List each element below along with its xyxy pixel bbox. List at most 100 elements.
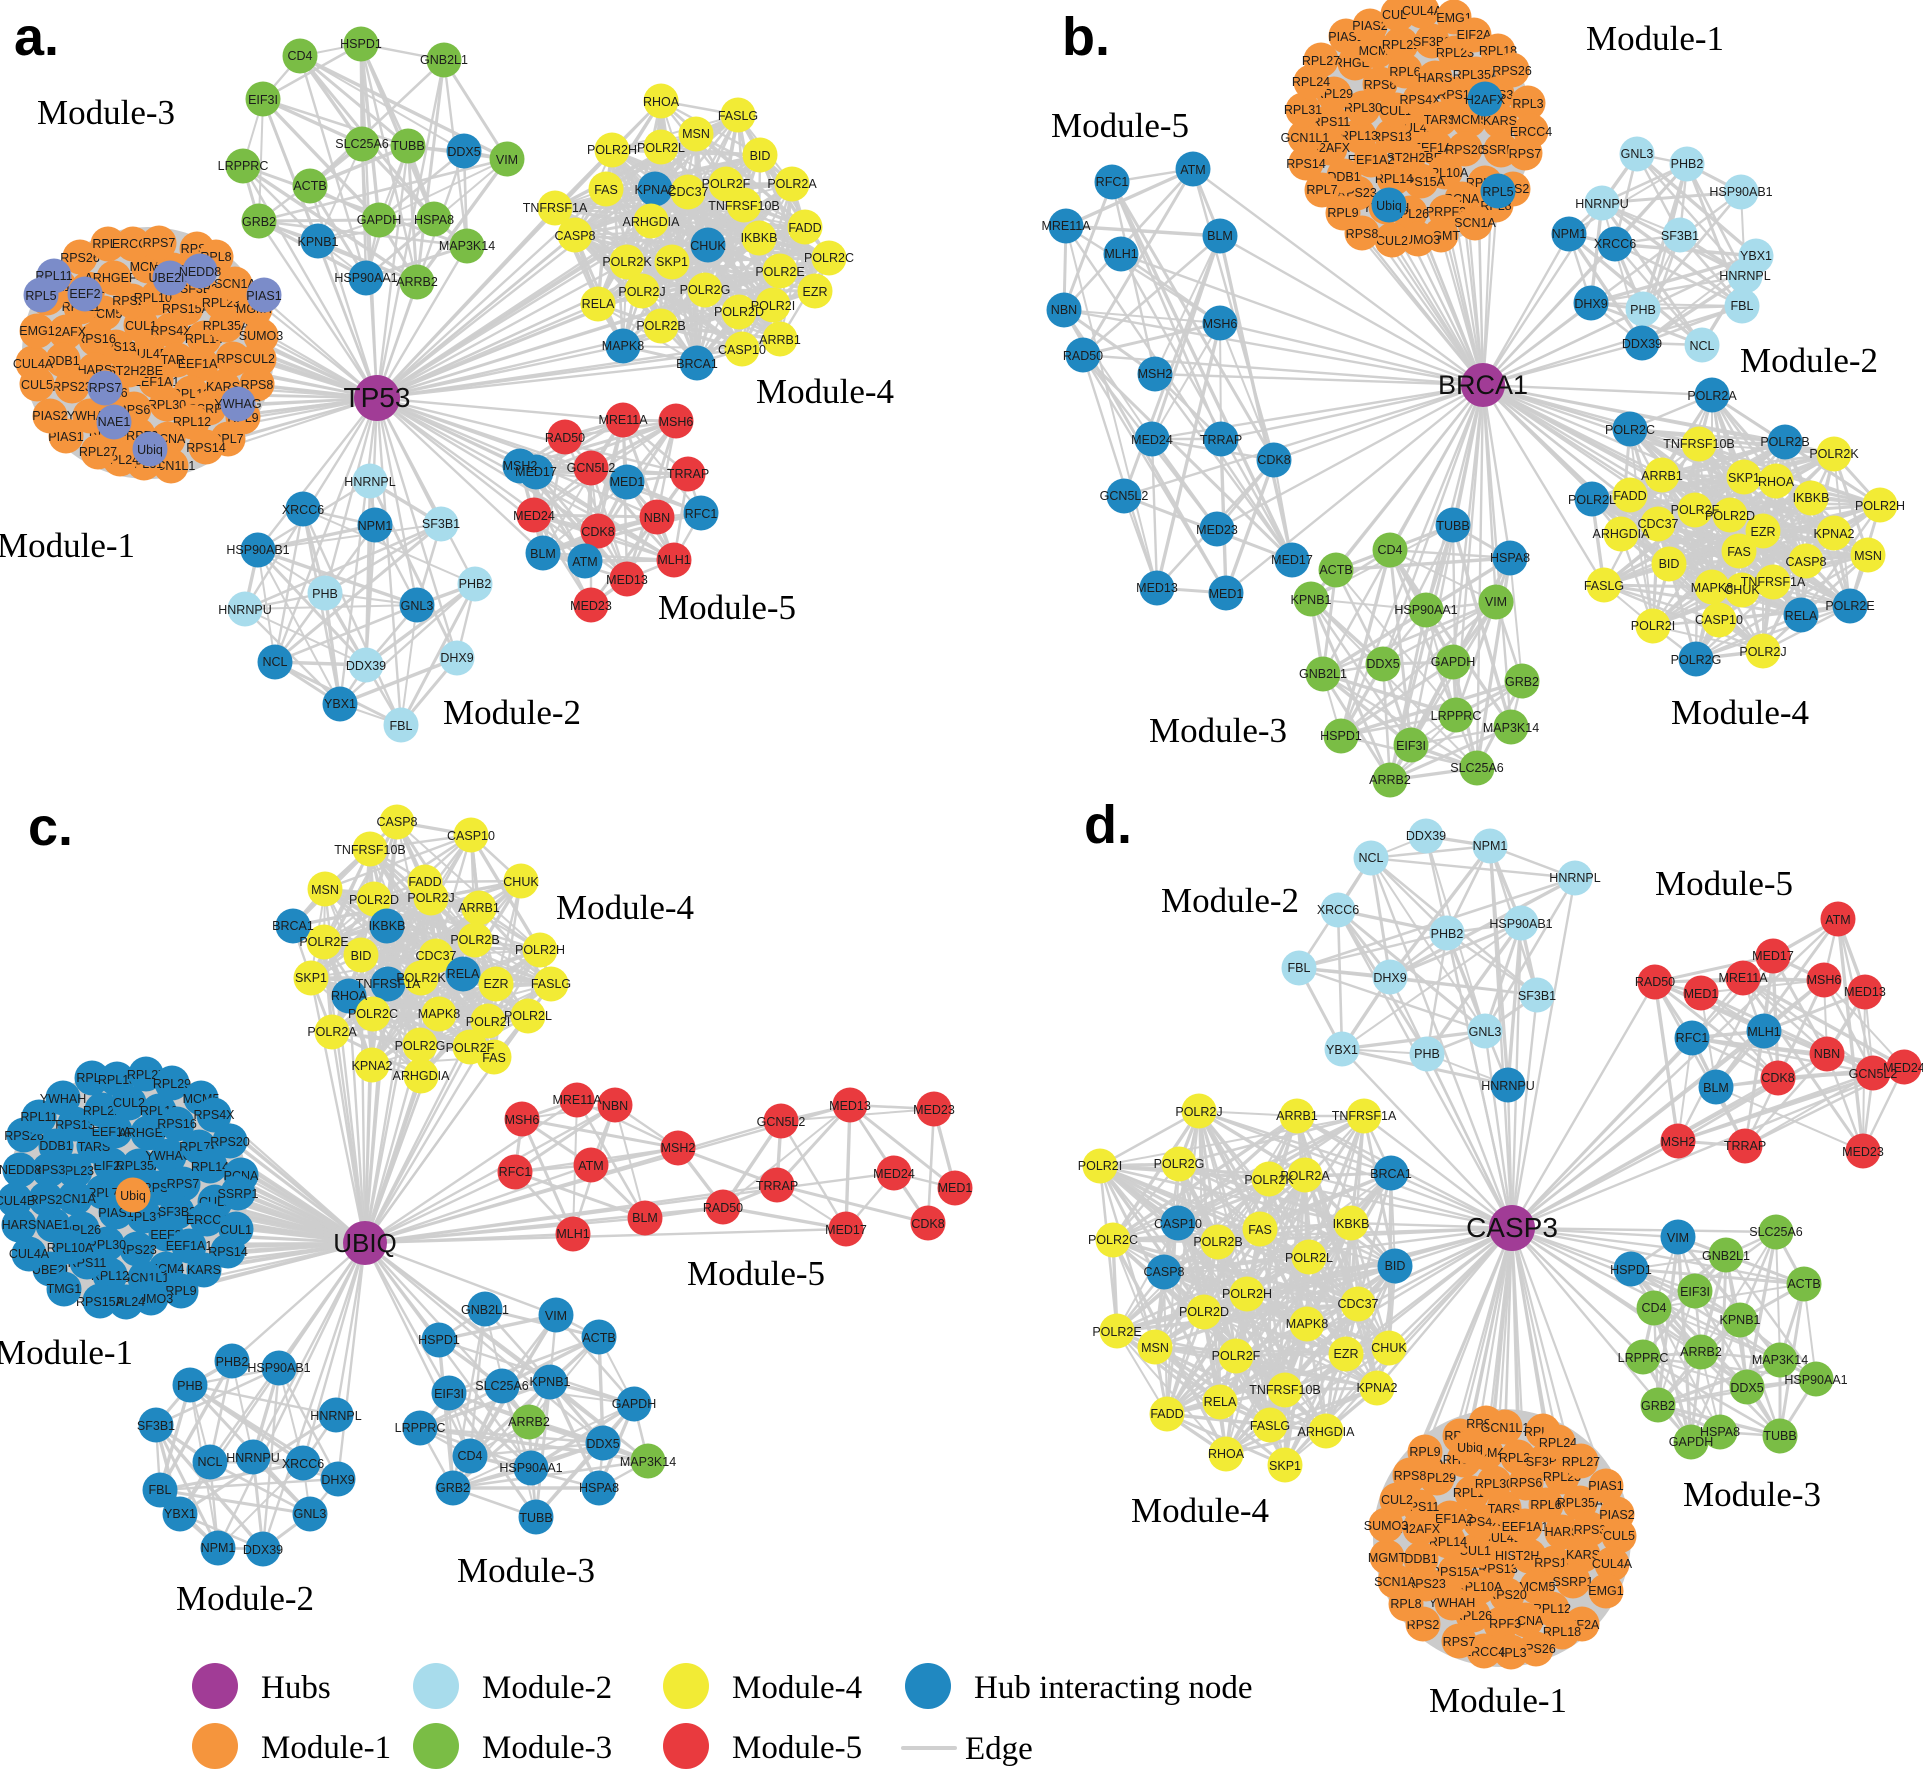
svg-text:MSH6: MSH6 — [659, 415, 694, 429]
svg-text:H2AFX: H2AFX — [1400, 1522, 1441, 1536]
svg-text:RPL30: RPL30 — [148, 398, 186, 412]
svg-text:MSN: MSN — [1854, 549, 1882, 563]
svg-text:KPNB1: KPNB1 — [530, 1375, 571, 1389]
svg-text:FAS: FAS — [482, 1051, 506, 1065]
svg-text:SCN1A: SCN1A — [214, 277, 256, 291]
svg-text:RPL18: RPL18 — [1543, 1625, 1581, 1639]
svg-text:CUL5: CUL5 — [1603, 1529, 1635, 1543]
svg-text:SF3B1: SF3B1 — [1661, 229, 1699, 243]
svg-text:VIM: VIM — [496, 153, 518, 167]
svg-text:CASP10: CASP10 — [1154, 1217, 1202, 1231]
svg-text:POLR2F: POLR2F — [1212, 1349, 1261, 1363]
svg-text:MSH2: MSH2 — [1661, 1135, 1696, 1149]
svg-text:DDX39: DDX39 — [243, 1543, 283, 1557]
svg-text:GAPDH: GAPDH — [357, 213, 401, 227]
svg-text:GNB2L1: GNB2L1 — [1702, 1249, 1750, 1263]
svg-text:PHB: PHB — [1630, 303, 1656, 317]
svg-text:ACTB: ACTB — [293, 179, 326, 193]
svg-text:RPL13: RPL13 — [1340, 129, 1378, 143]
svg-text:POLR2H: POLR2H — [587, 143, 637, 157]
svg-text:MED1: MED1 — [1684, 987, 1719, 1001]
svg-text:RPL31: RPL31 — [1284, 103, 1322, 117]
svg-text:GAPDH: GAPDH — [1669, 1435, 1713, 1449]
svg-text:TUBB: TUBB — [519, 1511, 552, 1525]
svg-text:Module-1: Module-1 — [0, 1333, 133, 1372]
svg-text:POLR2B: POLR2B — [1760, 435, 1809, 449]
svg-text:POLR2F: POLR2F — [446, 1041, 495, 1055]
svg-text:LRPPRC: LRPPRC — [1618, 1351, 1669, 1365]
svg-text:NPM1: NPM1 — [1473, 839, 1508, 853]
svg-text:XRCC6: XRCC6 — [282, 1457, 324, 1471]
svg-text:CUL2: CUL2 — [243, 352, 275, 366]
svg-text:CUL1: CUL1 — [1459, 1544, 1491, 1558]
svg-text:POLR2K: POLR2K — [396, 971, 446, 985]
svg-text:SSRP1: SSRP1 — [218, 1187, 259, 1201]
svg-text:MLH1: MLH1 — [1104, 247, 1137, 261]
svg-text:HNRNPU: HNRNPU — [1575, 197, 1628, 211]
svg-text:CUL5: CUL5 — [21, 378, 53, 392]
svg-text:RPS3: RPS3 — [33, 1163, 66, 1177]
svg-text:RELA: RELA — [447, 967, 480, 981]
svg-text:CASP8: CASP8 — [1144, 1265, 1185, 1279]
svg-text:GNB2L1: GNB2L1 — [420, 53, 468, 67]
svg-text:HSPA8: HSPA8 — [579, 1481, 619, 1495]
svg-text:XRCC6: XRCC6 — [1317, 903, 1359, 917]
svg-text:PRPF3: PRPF3 — [1426, 205, 1466, 219]
svg-text:MSH6: MSH6 — [1203, 317, 1238, 331]
svg-text:RPS26: RPS26 — [60, 251, 100, 265]
svg-text:POLR2D: POLR2D — [1705, 509, 1755, 523]
svg-text:RPS15A: RPS15A — [162, 302, 211, 316]
svg-text:MED13: MED13 — [1844, 985, 1886, 999]
svg-text:HSP90AB1: HSP90AB1 — [1709, 185, 1772, 199]
svg-text:HNRNPL: HNRNPL — [1549, 871, 1600, 885]
svg-text:PHB2: PHB2 — [1431, 927, 1464, 941]
svg-text:RPL35A: RPL35A — [203, 319, 250, 333]
svg-text:FAS: FAS — [1727, 545, 1751, 559]
svg-text:RPS14: RPS14 — [208, 1245, 248, 1259]
svg-text:TNFRSF1A: TNFRSF1A — [356, 977, 421, 991]
svg-text:MED17: MED17 — [1271, 553, 1313, 567]
svg-text:MED23: MED23 — [570, 599, 612, 613]
svg-text:HNRNPL: HNRNPL — [344, 475, 395, 489]
svg-text:NBN: NBN — [1814, 1047, 1840, 1061]
svg-text:EEF1A2: EEF1A2 — [178, 357, 225, 371]
svg-text:BLM: BLM — [1703, 1081, 1729, 1095]
svg-text:GAPDH: GAPDH — [1431, 655, 1475, 669]
svg-text:Module-3: Module-3 — [1149, 711, 1287, 750]
svg-text:Module-5: Module-5 — [658, 588, 796, 627]
svg-text:RHOA: RHOA — [1208, 1447, 1245, 1461]
svg-text:NBN: NBN — [602, 1099, 628, 1113]
svg-text:DHX9: DHX9 — [1373, 971, 1406, 985]
svg-text:MED13: MED13 — [1136, 581, 1178, 595]
svg-text:ACTB: ACTB — [1787, 1277, 1820, 1291]
svg-text:DDX5: DDX5 — [447, 145, 480, 159]
svg-text:CASP10: CASP10 — [447, 829, 495, 843]
svg-text:RAD50: RAD50 — [703, 1201, 743, 1215]
svg-text:DDX39: DDX39 — [1622, 337, 1662, 351]
svg-text:POLR2J: POLR2J — [407, 891, 454, 905]
svg-text:HSP90AB1: HSP90AB1 — [1489, 917, 1552, 931]
svg-text:RPS8: RPS8 — [1394, 1469, 1427, 1483]
svg-text:KPNB1: KPNB1 — [1291, 593, 1332, 607]
svg-text:ARHGDIA: ARHGDIA — [623, 215, 681, 229]
svg-text:POLR2H: POLR2H — [515, 943, 565, 957]
svg-text:MED17: MED17 — [1752, 949, 1794, 963]
svg-text:POLR2I: POLR2I — [1631, 619, 1675, 633]
svg-text:SLC25A6: SLC25A6 — [475, 1379, 529, 1393]
svg-text:UBIQ: UBIQ — [333, 1228, 397, 1258]
svg-text:POLR2G: POLR2G — [680, 283, 731, 297]
svg-text:EZR: EZR — [1334, 1347, 1359, 1361]
svg-text:RPS7: RPS7 — [167, 1177, 200, 1191]
svg-text:POLR2B: POLR2B — [636, 319, 685, 333]
svg-text:TRRAP: TRRAP — [1724, 1139, 1766, 1153]
svg-text:RPS15A: RPS15A — [1431, 1565, 1480, 1579]
svg-text:POLR2H: POLR2H — [1855, 499, 1905, 513]
svg-text:Edge: Edge — [965, 1731, 1033, 1767]
svg-text:MED24: MED24 — [1883, 1061, 1923, 1075]
svg-text:POLR2J: POLR2J — [618, 285, 665, 299]
svg-text:TNFRSF1A: TNFRSF1A — [1332, 1109, 1397, 1123]
svg-text:MED24: MED24 — [513, 509, 555, 523]
svg-text:NCL: NCL — [1358, 851, 1383, 865]
svg-text:HNRNPU: HNRNPU — [226, 1451, 279, 1465]
svg-text:SLC25A6: SLC25A6 — [1450, 761, 1504, 775]
